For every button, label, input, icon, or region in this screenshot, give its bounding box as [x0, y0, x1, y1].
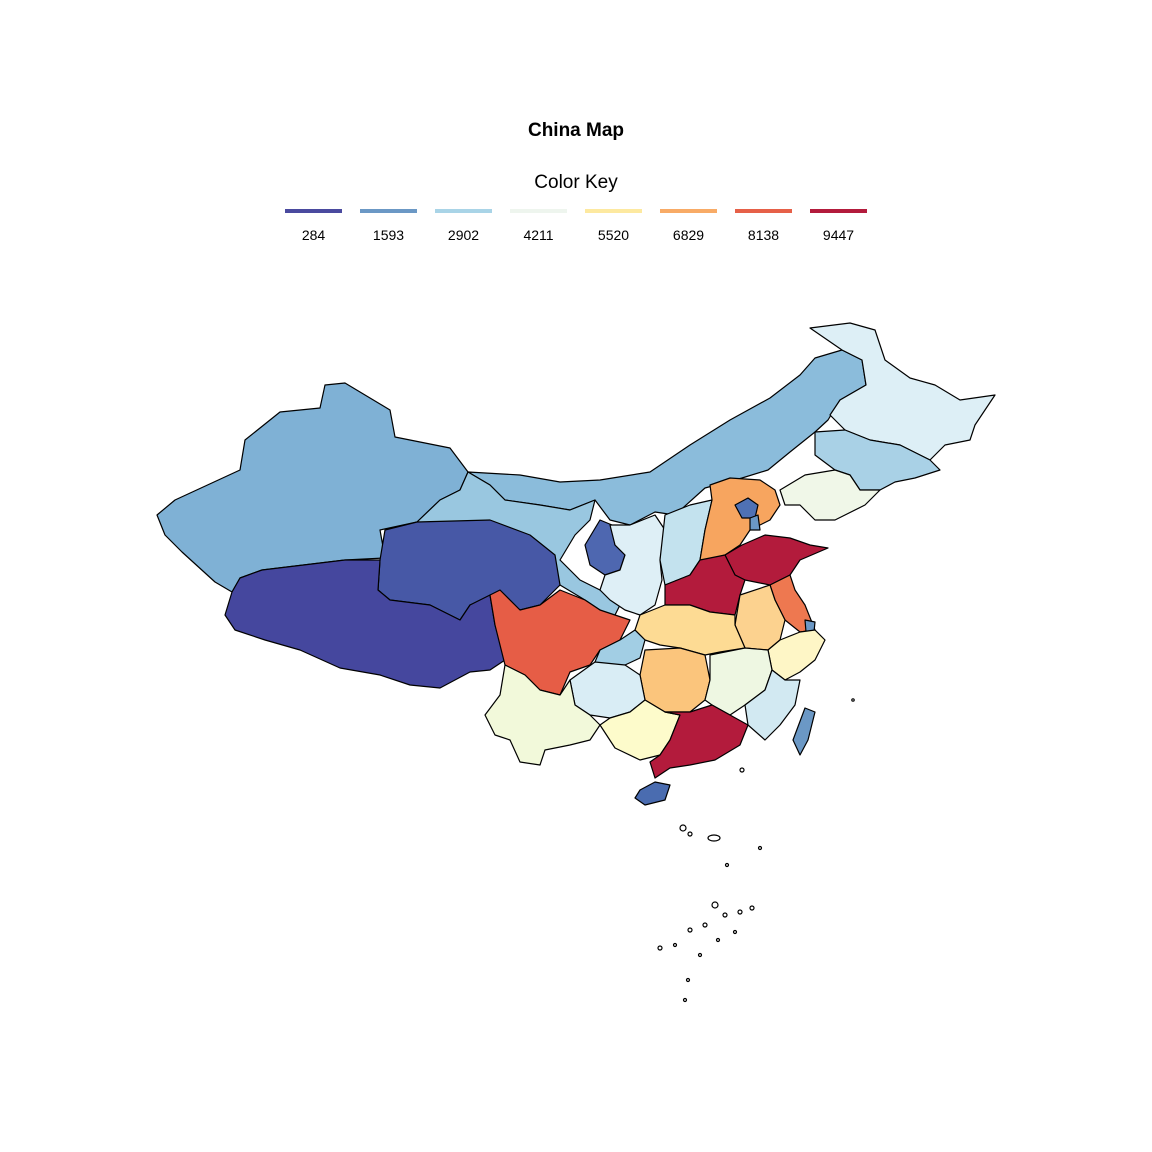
- region-tianjin: [749, 514, 761, 531]
- legend-swatch: [660, 209, 717, 213]
- legend-key-1: 284: [275, 209, 350, 249]
- region-beijing: [734, 497, 759, 519]
- legend-key-6: 6829: [650, 209, 725, 249]
- legend-label: 5520: [597, 227, 630, 243]
- legend-label: 9447: [822, 227, 855, 243]
- legend-key-7: 8138: [725, 209, 800, 249]
- legend-label: 1593: [372, 227, 405, 243]
- legend-label: 4211: [523, 227, 554, 243]
- legend-key-3: 2902: [425, 209, 500, 249]
- legend-swatch: [360, 209, 417, 213]
- legend-title: Color Key: [534, 172, 618, 193]
- legend-label: 2902: [447, 227, 480, 243]
- map-title: China Map: [527, 120, 625, 141]
- region-guangdong: [649, 704, 749, 779]
- legend-key-8: 9447: [800, 209, 875, 249]
- legend-key-4: 4211: [500, 209, 575, 249]
- region-yunnan: [484, 664, 601, 766]
- color-key-legend: 284 1593 2902 4211 5520 6829 8138 9447: [275, 209, 875, 249]
- legend-swatch: [510, 209, 567, 213]
- region-hunan: [639, 647, 711, 713]
- region-fujian: [744, 669, 801, 741]
- legend-key-2: 1593: [350, 209, 425, 249]
- region-heilongjiang: [809, 322, 996, 461]
- legend-label: 8138: [747, 227, 780, 243]
- legend-label: 6829: [672, 227, 705, 243]
- south-china-sea-islands: [657, 698, 855, 1003]
- region-taiwan: [792, 707, 816, 756]
- region-hainan: [634, 781, 671, 806]
- legend-key-5: 5520: [575, 209, 650, 249]
- legend-swatch: [810, 209, 867, 213]
- legend-swatch: [435, 209, 492, 213]
- region-shaanxi: [599, 514, 666, 616]
- legend-swatch: [285, 209, 342, 213]
- legend-label: 284: [301, 227, 326, 243]
- legend-swatch: [585, 209, 642, 213]
- region-liaoning: [779, 469, 881, 521]
- legend-swatch: [735, 209, 792, 213]
